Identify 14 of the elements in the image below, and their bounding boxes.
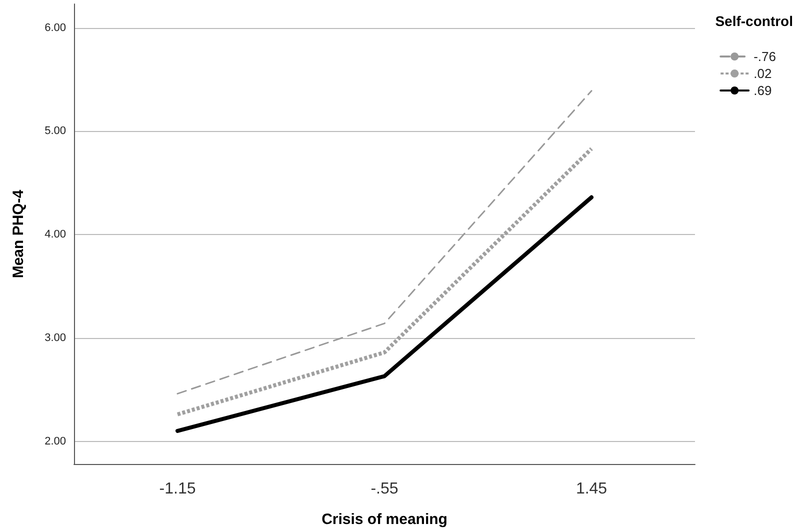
x-tick-label: 1.45 (576, 480, 608, 498)
x-axis-title: Crisis of meaning (322, 511, 448, 528)
x-tick-label: -.55 (370, 480, 398, 498)
y-tick-label: 6.00 (44, 22, 66, 34)
y-tick-label: 2.00 (44, 435, 66, 448)
legend-label: -.76 (754, 49, 776, 64)
y-tick-label: 4.00 (44, 228, 66, 241)
legend-label: .69 (754, 83, 772, 98)
legend-title: Self-control (715, 13, 793, 29)
y-tick-label: 3.00 (44, 332, 66, 344)
legend-label: .02 (754, 66, 772, 81)
y-axis-title: Mean PHQ-4 (10, 189, 27, 278)
x-tick-label: -1.15 (159, 480, 196, 498)
y-tick-label: 5.00 (44, 125, 66, 138)
